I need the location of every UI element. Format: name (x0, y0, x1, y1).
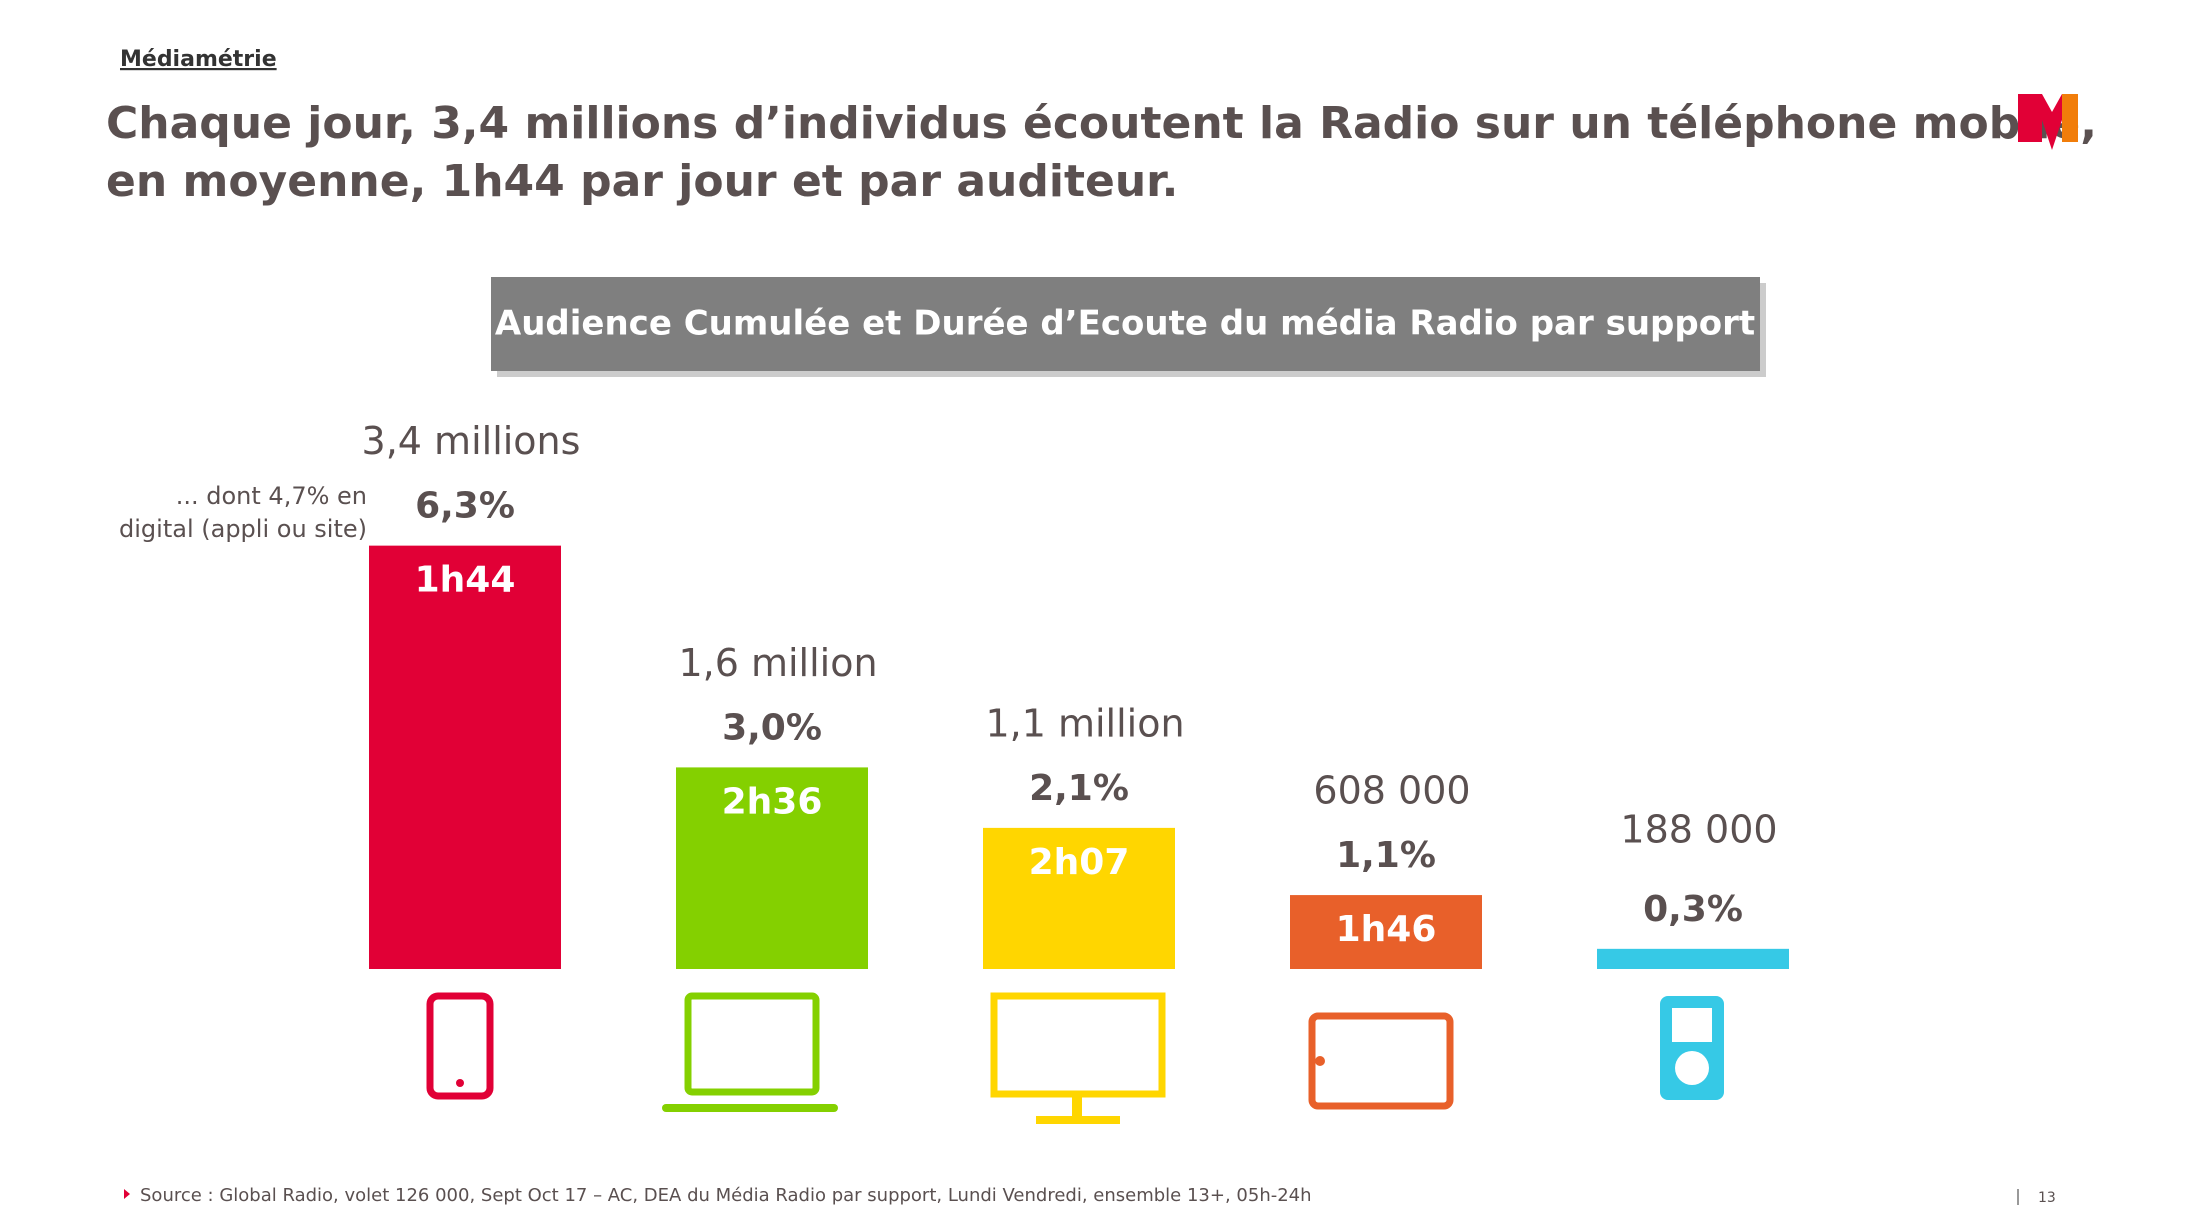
annotation: ... dont 4,7% en (176, 482, 367, 510)
monitor-stand (1072, 1094, 1082, 1118)
duration-label: 2h36 (722, 781, 823, 822)
player-wheel (1675, 1051, 1709, 1085)
headline: en moyenne, 1h44 par jour et par auditeu… (106, 156, 1178, 207)
brand: Médiamétrie (120, 47, 277, 72)
chart-title: Audience Cumulée et Durée d’Ecoute du mé… (495, 304, 1755, 344)
logo-accent (2062, 94, 2078, 142)
laptop-base (662, 1104, 838, 1112)
logo (2018, 94, 2078, 150)
tablet-icon (1308, 1012, 1454, 1110)
laptop-icon (684, 992, 820, 1096)
annotation: digital (appli ou site) (119, 515, 367, 543)
title-box (491, 277, 1760, 371)
bar (369, 545, 561, 969)
value-label: 6,3% (415, 486, 515, 527)
audience-label: 188 000 (1620, 807, 1777, 851)
icons (426, 992, 1724, 1124)
audience-label: 3,4 millions (362, 419, 581, 463)
tablet-button (1315, 1056, 1325, 1066)
phone-icon (426, 992, 494, 1100)
bullet (124, 1189, 130, 1199)
headline: Chaque jour, 3,4 millions d’individus éc… (106, 98, 2097, 149)
value-label: 1,1% (1336, 835, 1436, 876)
value-label: 2,1% (1029, 768, 1129, 809)
value-label: 3,0% (722, 707, 822, 748)
value-label: 0,3% (1643, 889, 1743, 930)
audience-label: 1,1 million (985, 701, 1184, 745)
audience-label: 608 000 (1313, 769, 1470, 813)
duration-label: 2h07 (1029, 842, 1130, 883)
audience-label: 1,6 million (678, 641, 877, 685)
bar (1290, 895, 1482, 969)
source: Source : Global Radio, volet 126 000, Se… (140, 1185, 1312, 1206)
bar (1597, 948, 1789, 969)
player-screen (1672, 1008, 1712, 1042)
duration-label: 1h46 (1336, 909, 1437, 950)
bar (983, 827, 1175, 969)
duration-label: 1h44 (415, 560, 516, 601)
page-number: 13 (2038, 1190, 2056, 1206)
monitor-foot (1036, 1116, 1120, 1124)
phone-button (456, 1079, 464, 1087)
bar (676, 767, 868, 969)
